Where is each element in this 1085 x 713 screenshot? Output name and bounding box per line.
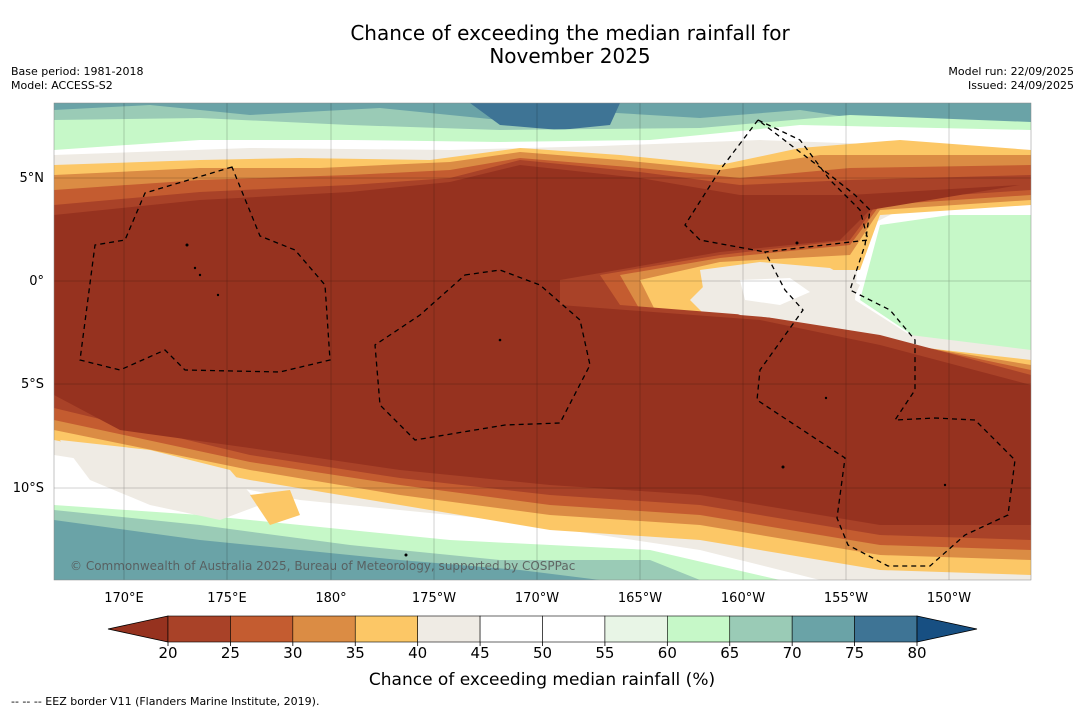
colorbar-segment — [542, 615, 606, 643]
colorbar-segment — [604, 615, 668, 643]
colorbar-tick-label: 25 — [221, 644, 240, 662]
colorbar-tick-label: 35 — [346, 644, 365, 662]
latitude-label: 5°N — [20, 171, 45, 186]
longitude-label: 175°W — [412, 591, 456, 606]
eez-line-islands-north — [684, 119, 766, 253]
colorbar-segment — [791, 615, 855, 643]
longitude-label: 180° — [315, 591, 346, 606]
graticule — [54, 103, 1031, 580]
map-field — [54, 103, 1031, 580]
island-marker — [943, 483, 947, 487]
meta-left: Base period: 1981-2018 Model: ACCESS-S2 — [11, 65, 143, 93]
latitude-labels: 5°N 0° 5°S 10°S — [13, 171, 44, 496]
longitude-label: 165°W — [618, 591, 662, 606]
island-marker — [824, 396, 828, 400]
southwest-patch — [60, 440, 260, 520]
colorbar: 20 25 30 35 40 45 50 55 60 65 70 75 80 Chance of exc… — [107, 615, 978, 690]
colorbar-segment — [854, 615, 918, 643]
colorbar-tick-label: 45 — [471, 644, 490, 662]
colorbar-segment — [417, 615, 481, 643]
model-run: Model run: 22/09/2025 — [948, 65, 1074, 78]
eez-borders — [79, 119, 1016, 567]
meta-right: Model run: 22/09/2025 Issued: 24/09/2025 — [948, 65, 1074, 93]
latitude-label: 10°S — [13, 481, 44, 496]
colorbar-under-arrow — [107, 615, 169, 643]
island-marker — [498, 338, 502, 342]
south-wet-band — [54, 520, 600, 580]
map-title-line-2: November 2025 — [489, 44, 651, 68]
southwest-dry-spot — [250, 490, 300, 525]
colorbar-tick-label: 55 — [595, 644, 614, 662]
island-marker — [198, 273, 202, 277]
dry-core-below-20 — [54, 165, 1031, 525]
latitude-label: 5°S — [21, 377, 44, 392]
island-marker — [185, 243, 189, 247]
colorbar-segment — [479, 615, 543, 643]
colorbar-title: Chance of exceeding median rainfall (%) — [369, 670, 715, 690]
map-title-line-1: Chance of exceeding the median rainfall … — [350, 21, 790, 45]
eez-kiribati-phoenix — [374, 269, 591, 441]
eez-line-islands — [756, 119, 1016, 567]
map-title: Chance of exceeding the median rainfall … — [0, 22, 1085, 68]
issued-date: Issued: 24/09/2025 — [967, 79, 1074, 92]
colorbar-segment — [667, 615, 731, 643]
colorbar-tick-label: 75 — [845, 644, 864, 662]
map-frame — [53, 102, 1032, 581]
copyright-notice: © Commonwealth of Australia 2025, Bureau… — [70, 559, 575, 573]
colorbar-tick-label: 70 — [783, 644, 802, 662]
colorbar-segment — [292, 615, 356, 643]
colorbar-ticks: 20 25 30 35 40 45 50 55 60 65 70 75 80 — [158, 642, 927, 662]
longitude-label: 155°W — [824, 591, 868, 606]
longitude-labels: 170°E 175°E 180° 175°W 170°W 165°W 160°W 155°W 1… — [104, 591, 971, 606]
island-marker — [193, 266, 197, 270]
islands — [185, 241, 947, 557]
colorbar-tick-label: 20 — [158, 644, 177, 662]
base-period: Base period: 1981-2018 — [11, 65, 144, 78]
colorbar-over-arrow — [916, 615, 978, 643]
colorbar-segment — [230, 615, 294, 643]
colorbar-segments — [167, 615, 918, 643]
colorbar-tick-label: 80 — [907, 644, 926, 662]
island-marker — [216, 293, 220, 297]
longitude-label: 160°W — [721, 591, 765, 606]
colorbar-tick-label: 65 — [720, 644, 739, 662]
eez-legend-note: -- -- -- EEZ border V11 (Flanders Marine… — [11, 695, 320, 708]
model-name: Model: ACCESS-S2 — [11, 79, 113, 92]
island-marker — [404, 553, 408, 557]
longitude-label: 150°W — [927, 591, 971, 606]
colorbar-segment — [729, 615, 793, 643]
colorbar-segment — [167, 615, 231, 643]
longitude-label: 170°E — [104, 591, 144, 606]
colorbar-tick-label: 40 — [408, 644, 427, 662]
colorbar-tick-label: 60 — [658, 644, 677, 662]
eez-kiribati-gilbert — [79, 166, 331, 373]
colorbar-segment — [354, 615, 418, 643]
longitude-label: 170°W — [515, 591, 559, 606]
colorbar-tick-label: 50 — [533, 644, 552, 662]
colorbar-tick-label: 30 — [283, 644, 302, 662]
latitude-label: 0° — [29, 274, 44, 289]
longitude-label: 175°E — [207, 591, 247, 606]
island-marker — [781, 465, 785, 469]
north-wet-core — [470, 103, 620, 130]
island-marker — [795, 241, 799, 245]
